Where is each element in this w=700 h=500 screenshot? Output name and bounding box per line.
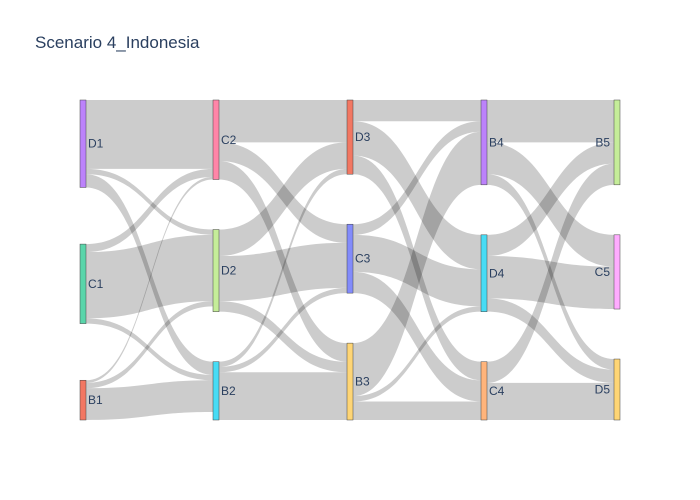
link-D4-C5 bbox=[487, 256, 614, 310]
node-label-C3: C3 bbox=[355, 252, 371, 266]
link-D3-B4 bbox=[353, 100, 481, 122]
node-D5 bbox=[613, 358, 621, 421]
node-D2 bbox=[212, 229, 220, 312]
link-D4-D5 bbox=[487, 298, 614, 383]
link-D4-B5 bbox=[487, 142, 614, 257]
link-B3-B4 bbox=[353, 131, 481, 397]
link-C3-B4 bbox=[353, 121, 481, 235]
node-D4 bbox=[480, 234, 488, 312]
node-label-B4: B4 bbox=[489, 135, 504, 149]
link-D2-C3 bbox=[219, 242, 347, 302]
link-D1-C2 bbox=[86, 100, 213, 169]
link-C1-B2 bbox=[86, 318, 213, 381]
node-C2 bbox=[212, 99, 220, 180]
labels-layer: D1 C1 B1 C2 D2 B2 D3 C3 B3 B4 D4 C4 B5 C5 D5 bbox=[88, 130, 610, 407]
node-C3 bbox=[346, 223, 354, 294]
node-label-D2: D2 bbox=[221, 264, 237, 278]
link-C2-B3 bbox=[219, 160, 347, 362]
link-C2-C3 bbox=[219, 142, 347, 243]
node-label-B2: B2 bbox=[221, 384, 236, 398]
node-label-D4: D4 bbox=[489, 266, 505, 280]
nodes-layer bbox=[79, 99, 621, 421]
node-label-C2: C2 bbox=[221, 133, 237, 147]
node-label-D1: D1 bbox=[88, 137, 104, 151]
link-D1-B2 bbox=[86, 174, 213, 375]
link-B1-C2 bbox=[86, 176, 213, 383]
node-C1 bbox=[79, 243, 87, 324]
node-B4 bbox=[480, 99, 488, 186]
link-B4-B5 bbox=[487, 100, 614, 143]
node-B5 bbox=[613, 99, 621, 186]
chart-title: Scenario 4_Indonesia bbox=[35, 33, 200, 52]
node-D1 bbox=[79, 99, 87, 188]
link-D1-D2 bbox=[86, 168, 213, 235]
node-label-D5: D5 bbox=[595, 383, 611, 397]
link-B2-B3 bbox=[219, 372, 347, 420]
node-label-B5: B5 bbox=[595, 135, 610, 149]
node-label-C5: C5 bbox=[595, 265, 611, 279]
link-B2-C3 bbox=[219, 287, 347, 373]
node-D3 bbox=[346, 99, 354, 175]
node-B1 bbox=[79, 379, 87, 421]
link-D2-D3 bbox=[219, 142, 347, 257]
link-B4-C5 bbox=[487, 142, 614, 267]
link-B3-C4 bbox=[353, 401, 481, 420]
links-layer bbox=[86, 100, 614, 420]
node-label-B1: B1 bbox=[88, 393, 103, 407]
link-C3-D4 bbox=[353, 234, 481, 307]
node-B3 bbox=[346, 342, 354, 421]
link-B4-D5 bbox=[487, 174, 614, 370]
link-C2-D3 bbox=[219, 100, 347, 143]
node-label-C4: C4 bbox=[489, 384, 505, 398]
node-label-C1: C1 bbox=[88, 277, 104, 291]
link-C1-D2 bbox=[86, 234, 213, 319]
link-B1-D2 bbox=[86, 301, 213, 389]
link-B1-B2 bbox=[86, 380, 213, 420]
link-C4-D5 bbox=[487, 382, 614, 420]
node-C4 bbox=[480, 361, 488, 421]
node-label-B3: B3 bbox=[355, 375, 370, 389]
link-C4-B5 bbox=[487, 163, 614, 383]
node-B2 bbox=[212, 361, 220, 421]
link-C3-C4 bbox=[353, 271, 481, 402]
node-label-D3: D3 bbox=[355, 130, 371, 144]
link-D2-B3 bbox=[219, 301, 347, 373]
link-B3-D4 bbox=[353, 306, 481, 402]
link-C1-C2 bbox=[86, 168, 213, 253]
link-D3-C4 bbox=[353, 155, 481, 381]
node-C5 bbox=[613, 234, 621, 310]
link-B2-D3 bbox=[219, 168, 347, 367]
link-D3-D4 bbox=[353, 121, 481, 270]
